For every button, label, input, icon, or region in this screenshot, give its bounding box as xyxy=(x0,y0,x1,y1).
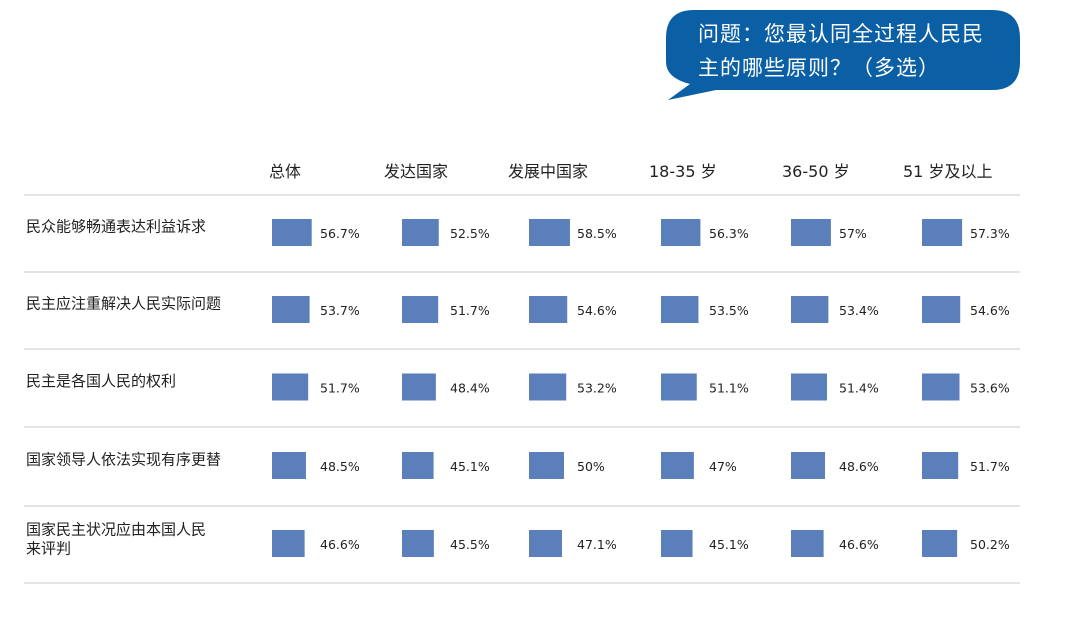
bar xyxy=(922,219,963,246)
row-label: 来评判 xyxy=(26,540,71,558)
value-label: 45.1% xyxy=(709,537,749,552)
value-label: 52.5% xyxy=(450,226,490,241)
bar xyxy=(402,296,439,323)
bar xyxy=(529,219,570,246)
bar xyxy=(272,373,309,401)
value-label: 48.4% xyxy=(450,381,490,396)
value-label: 54.6% xyxy=(577,303,617,318)
bar xyxy=(529,296,568,323)
row-label: 国家领导人依法实现有序更替 xyxy=(26,451,221,469)
question-line-1: 问题：您最认同全过程人民民 xyxy=(698,22,984,46)
value-label: 48.5% xyxy=(320,459,360,474)
bar xyxy=(529,452,564,479)
value-label: 45.1% xyxy=(450,459,490,474)
column-header: 51 岁及以上 xyxy=(903,162,992,181)
bar xyxy=(922,452,959,479)
value-label: 48.6% xyxy=(839,459,879,474)
value-label: 57.3% xyxy=(970,226,1010,241)
bar xyxy=(402,530,434,557)
bar xyxy=(661,530,693,557)
bar xyxy=(922,296,961,323)
row-label: 国家民主状况应由本国人民 xyxy=(26,521,206,539)
column-header: 发达国家 xyxy=(384,162,448,181)
speech-bubble-shape xyxy=(666,10,1020,100)
bar xyxy=(272,530,305,557)
column-header: 发展中国家 xyxy=(508,162,588,181)
column-header: 36-50 岁 xyxy=(782,162,850,181)
value-label: 56.3% xyxy=(709,226,749,241)
question-line-2: 主的哪些原则？（多选） xyxy=(698,56,940,80)
column-header: 总体 xyxy=(269,162,301,181)
value-label: 53.7% xyxy=(320,303,360,318)
value-label: 53.2% xyxy=(577,381,617,396)
bar xyxy=(791,530,824,557)
bar xyxy=(402,452,434,479)
bar xyxy=(791,452,826,479)
value-label: 46.6% xyxy=(320,537,360,552)
value-label: 57% xyxy=(839,226,867,241)
bar xyxy=(661,296,699,323)
row-label: 民主应注重解决人民实际问题 xyxy=(26,295,221,313)
bar xyxy=(402,373,436,401)
bar xyxy=(529,373,567,401)
value-label: 47.1% xyxy=(577,537,617,552)
bar xyxy=(272,219,312,246)
column-header: 18-35 岁 xyxy=(649,162,717,181)
bar xyxy=(922,530,958,557)
value-label: 54.6% xyxy=(970,303,1010,318)
value-label: 51.7% xyxy=(320,381,360,396)
value-label: 51.7% xyxy=(450,303,490,318)
value-label: 47% xyxy=(709,459,737,474)
value-label: 51.1% xyxy=(709,381,749,396)
value-label: 58.5% xyxy=(577,226,617,241)
value-label: 50.2% xyxy=(970,537,1010,552)
bar xyxy=(791,296,829,323)
bar xyxy=(661,452,694,479)
bar xyxy=(791,219,831,246)
value-label: 56.7% xyxy=(320,226,360,241)
row-label: 民主是各国人民的权利 xyxy=(26,372,176,390)
value-label: 51.7% xyxy=(970,459,1010,474)
value-label: 50% xyxy=(577,459,605,474)
bar xyxy=(272,452,306,479)
value-label: 53.5% xyxy=(709,303,749,318)
value-label: 53.6% xyxy=(970,381,1010,396)
bar xyxy=(272,296,310,323)
value-label: 45.5% xyxy=(450,537,490,552)
bar xyxy=(661,219,701,246)
row-label: 民众能够畅通表达利益诉求 xyxy=(26,218,206,236)
value-label: 53.4% xyxy=(839,303,879,318)
bar xyxy=(661,373,697,401)
bar xyxy=(402,219,439,246)
bar xyxy=(922,373,960,401)
bar xyxy=(791,373,827,401)
value-label: 46.6% xyxy=(839,537,879,552)
bar xyxy=(529,530,562,557)
question-bubble: 问题：您最认同全过程人民民 主的哪些原则？（多选） xyxy=(666,10,1020,100)
value-label: 51.4% xyxy=(839,381,879,396)
